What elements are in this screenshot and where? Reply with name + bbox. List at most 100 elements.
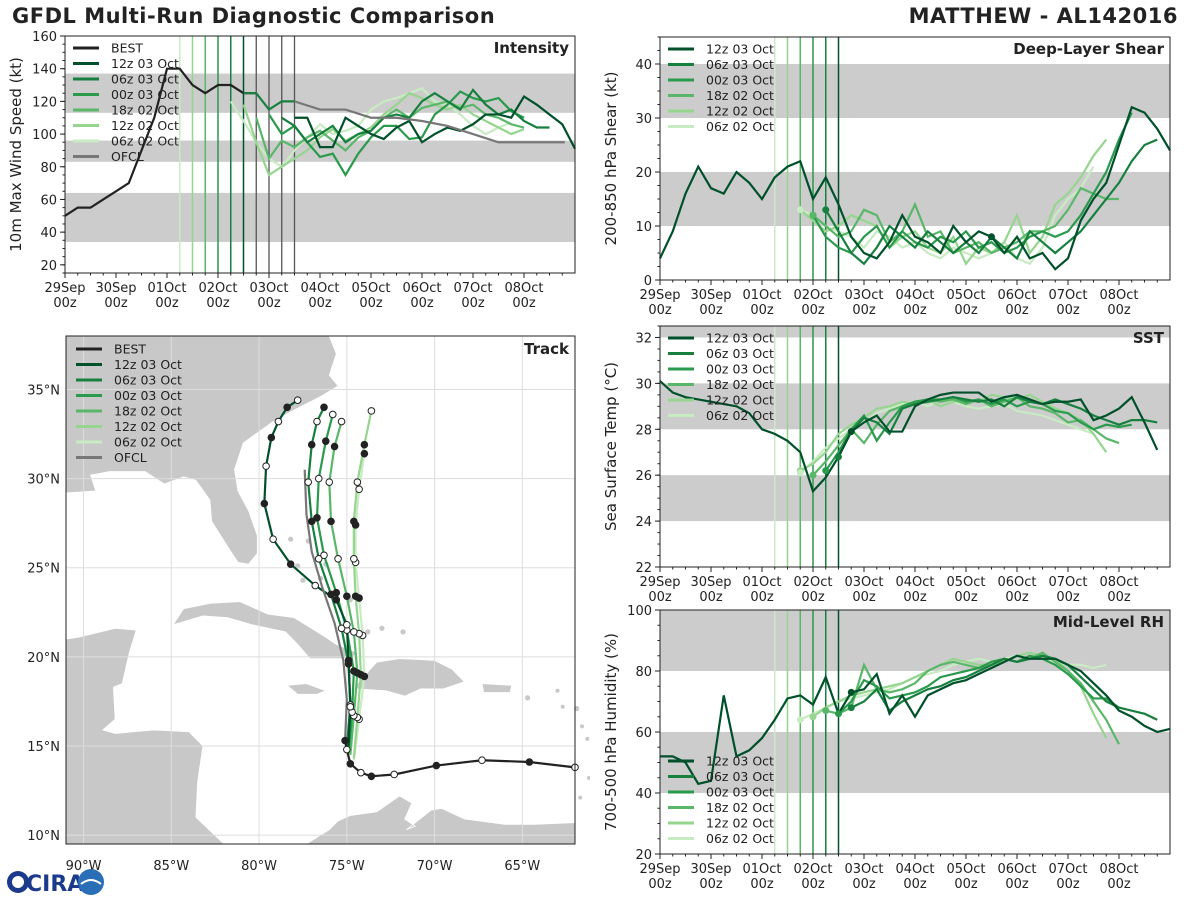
x-tick-label: 03Oct: [844, 288, 883, 303]
x-tick-sub: 00z: [801, 590, 825, 605]
x-tick-label: 07Oct: [453, 281, 492, 296]
track-point: [341, 736, 349, 745]
y-tick-label: 20: [635, 166, 652, 181]
legend-label: 18z 02 Oct: [706, 800, 774, 815]
track-line: [328, 421, 359, 755]
x-tick-sub: 00z: [206, 296, 230, 311]
lon-tick-label: 65°W: [504, 859, 540, 872]
island: [300, 577, 306, 583]
track-point: [313, 514, 321, 522]
legend-label: 12z 02 Oct: [111, 118, 179, 133]
init-point: [835, 453, 842, 461]
x-tick-sub: 00z: [410, 296, 434, 311]
legend-label: 12z 02 Oct: [706, 104, 774, 119]
x-tick-sub: 00z: [104, 296, 128, 311]
series-line: [837, 395, 1158, 458]
x-tick-sub: 00z: [699, 590, 723, 605]
x-tick-label: 04Oct: [895, 575, 934, 590]
chart-title: SST: [1133, 329, 1165, 347]
legend-label: 12z 02 Oct: [706, 816, 774, 831]
init-point: [822, 467, 830, 475]
track-point: [274, 417, 283, 426]
lon-tick-label: 85°W: [153, 859, 189, 872]
x-tick-label: 01Oct: [742, 575, 781, 590]
x-tick-sub: 00z: [308, 296, 332, 311]
track-point: [343, 620, 351, 629]
climatology-band: [660, 475, 1170, 522]
track-point: [344, 656, 353, 665]
legend-label: 06z 03 Oct: [706, 769, 774, 784]
series-line: [659, 380, 1159, 494]
legend-label: 00z 03 Oct: [706, 73, 774, 88]
track-point: [360, 440, 369, 449]
x-tick-label: 04Oct: [895, 288, 934, 303]
legend-label: 06z 02 Oct: [111, 134, 179, 149]
track-point: [332, 596, 341, 604]
x-tick-sub: 00z: [648, 877, 672, 892]
track-point: [367, 407, 376, 415]
legend-label: 12z 03 Oct: [114, 357, 182, 372]
island: [560, 704, 565, 709]
series-line: [812, 395, 1120, 476]
puerto-rico-land: [481, 683, 513, 693]
series-line: [64, 67, 257, 217]
track-point: [314, 474, 323, 483]
lat-tick-label: 30°N: [27, 473, 60, 488]
x-tick-label: 08Oct: [1099, 575, 1138, 590]
legend-label: 00z 03 Oct: [114, 388, 182, 403]
x-tick-label: 30Sep: [690, 862, 731, 877]
legend-label: 18z 02 Oct: [111, 103, 179, 118]
legend-label: 12z 02 Oct: [114, 419, 182, 434]
x-tick-sub: 00z: [461, 296, 485, 311]
climatology-band: [65, 73, 575, 113]
x-tick-sub: 00z: [903, 590, 927, 605]
x-tick-label: 06Oct: [402, 281, 441, 296]
y-tick-label: 100: [627, 604, 652, 619]
track-point: [343, 592, 351, 601]
lat-tick-label: 15°N: [27, 740, 60, 755]
legend-label: 06z 03 Oct: [111, 72, 179, 87]
x-tick-label: 05Oct: [946, 575, 985, 590]
init-point: [809, 713, 817, 721]
y-tick-label: 32: [635, 331, 652, 346]
init-point: [796, 206, 804, 214]
x-tick-label: 02Oct: [793, 862, 832, 877]
track-point: [432, 761, 441, 770]
track-point: [320, 403, 328, 412]
x-tick-sub: 00z: [648, 590, 672, 605]
series-line: [229, 87, 512, 169]
track-point: [330, 442, 339, 451]
legend-label: 06z 03 Oct: [706, 346, 774, 361]
y-tick-label: 30: [635, 377, 652, 392]
track-point: [262, 462, 270, 470]
legend-label: 12z 02 Oct: [706, 393, 774, 408]
chart-intensity: 2040608010012014016029Sep00z30Sep00z01Oc…: [7, 30, 576, 311]
lat-tick-label: 35°N: [27, 383, 60, 398]
climatology-band: [660, 732, 1170, 793]
x-tick-sub: 00z: [512, 296, 536, 311]
climatology-band: [660, 326, 1170, 338]
track-point: [351, 592, 360, 601]
y-axis-label: 10m Max Wind Speed (kt): [7, 57, 25, 252]
series-line: [837, 654, 1120, 715]
series-line: [799, 393, 1108, 472]
track-point: [307, 517, 316, 526]
x-tick-label: 02Oct: [793, 575, 832, 590]
x-tick-sub: 00z: [53, 296, 77, 311]
track-point: [355, 485, 363, 494]
x-tick-sub: 00z: [1056, 303, 1080, 318]
legend-label: 00z 03 Oct: [111, 87, 179, 102]
legend-label: OFCL: [111, 149, 144, 164]
legend-label: BEST: [114, 342, 146, 357]
x-tick-label: 03Oct: [249, 281, 288, 296]
init-point: [822, 206, 830, 214]
x-tick-label: 03Oct: [844, 862, 883, 877]
track-point: [320, 551, 328, 560]
y-tick-label: 160: [32, 30, 57, 45]
logo-text: CIRA: [26, 872, 84, 897]
legend-label: OFCL: [114, 450, 147, 465]
series-line: [281, 88, 550, 144]
x-tick-label: 08Oct: [504, 281, 543, 296]
legend-label: 18z 02 Oct: [706, 377, 774, 392]
lon-tick-label: 80°W: [241, 859, 277, 872]
